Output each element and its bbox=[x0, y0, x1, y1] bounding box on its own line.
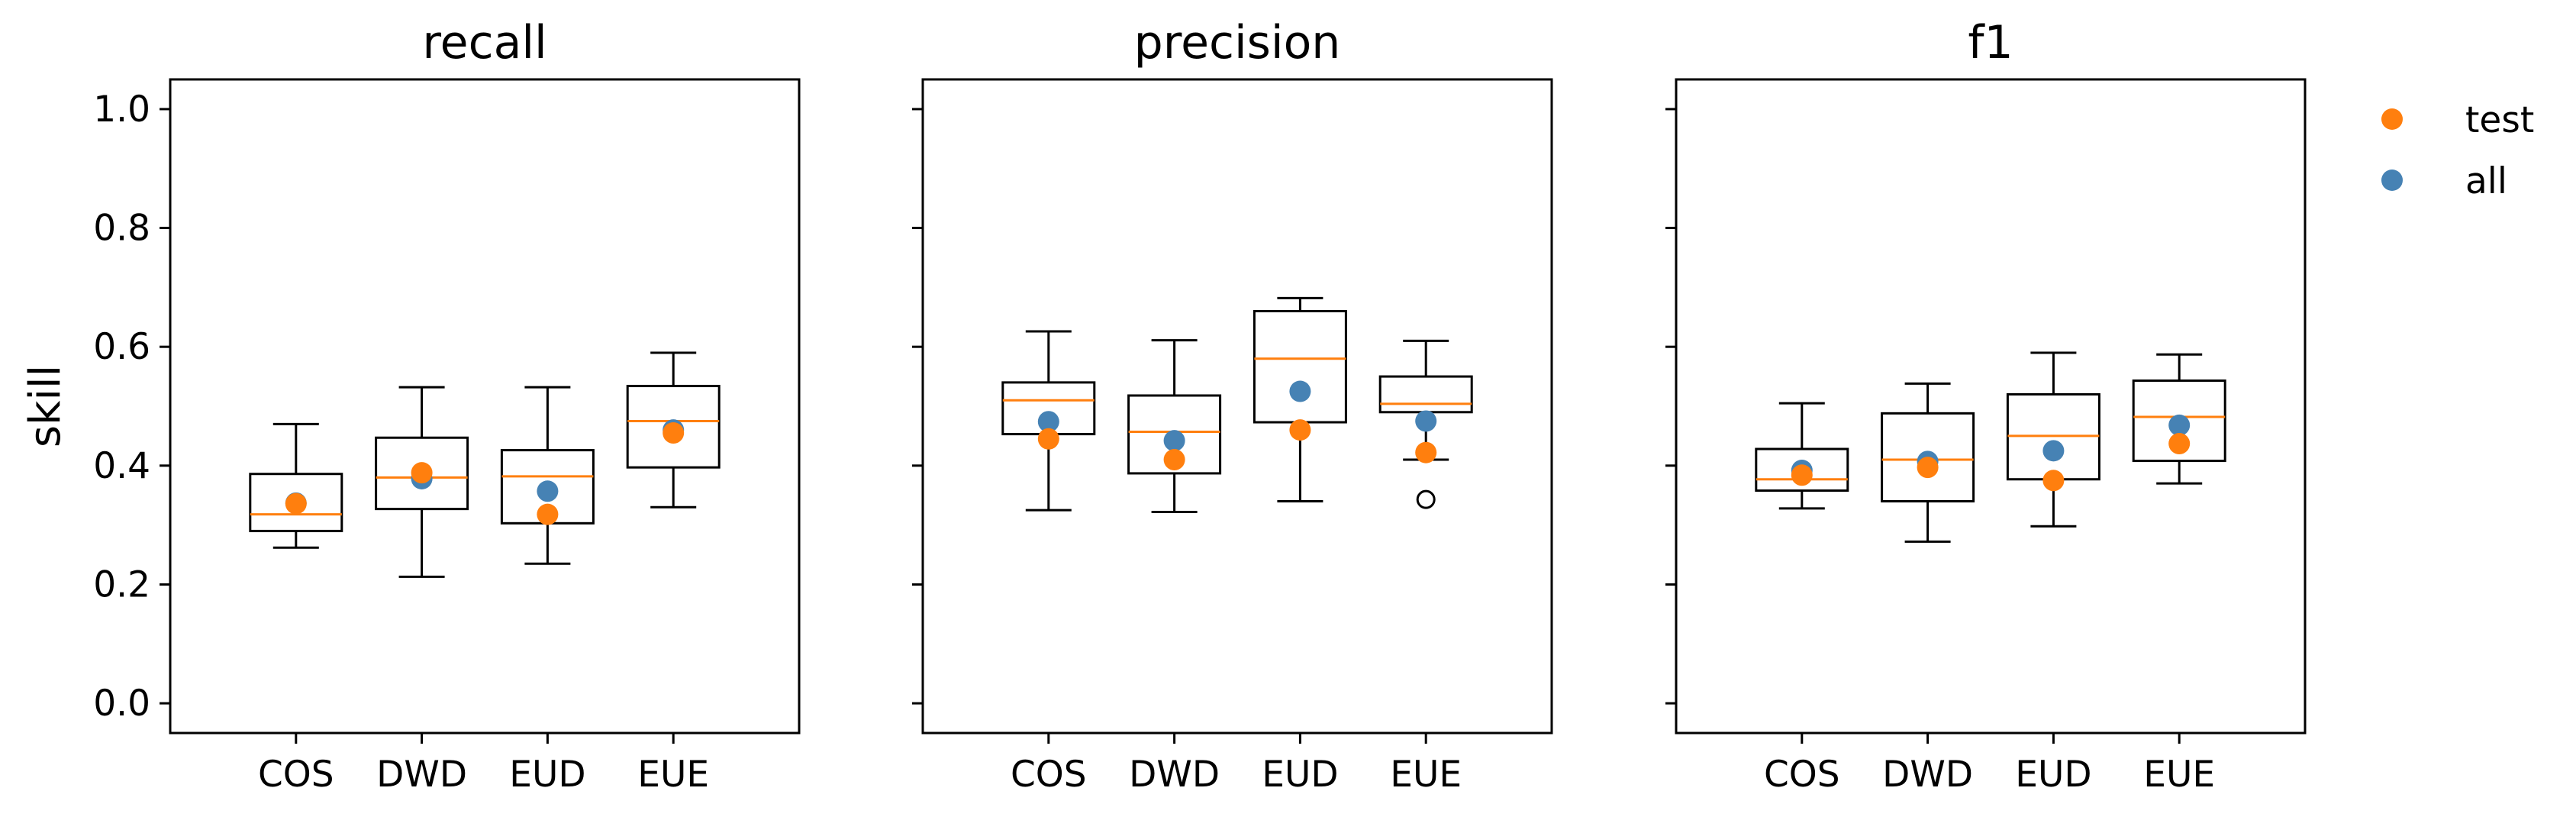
y-tick-label: 0.6 bbox=[93, 326, 150, 368]
panel-title: recall bbox=[422, 16, 546, 69]
plot-frame bbox=[1675, 78, 2307, 735]
panel-title: precision bbox=[1134, 16, 1341, 69]
panel-title: f1 bbox=[1968, 16, 2013, 69]
y-tick-label: 0.0 bbox=[93, 683, 150, 725]
point-all bbox=[2168, 414, 2191, 436]
box-iqr bbox=[1755, 447, 1849, 492]
point-test bbox=[411, 462, 433, 484]
y-tick-label: 0.8 bbox=[93, 208, 150, 250]
x-tick-label: DWD bbox=[376, 754, 467, 796]
point-all bbox=[1163, 430, 1185, 452]
y-tick-label: 1.0 bbox=[93, 89, 150, 131]
box-COS bbox=[1755, 402, 1849, 510]
x-tick-label: DWD bbox=[1882, 754, 1973, 796]
x-tick-label: COS bbox=[1011, 754, 1087, 796]
point-test bbox=[285, 492, 307, 515]
legend-label-all: all bbox=[2465, 160, 2507, 202]
point-all bbox=[1289, 380, 1311, 402]
point-all bbox=[1415, 410, 1437, 432]
box-iqr bbox=[375, 436, 469, 511]
y-axis-label: skill bbox=[21, 365, 70, 447]
legend-marker-test bbox=[2381, 108, 2403, 130]
box-iqr bbox=[1253, 309, 1347, 424]
plot-frame bbox=[921, 78, 1553, 735]
legend-marker-all bbox=[2381, 170, 2403, 191]
point-test bbox=[1415, 441, 1437, 463]
point-test bbox=[1163, 449, 1185, 471]
box-iqr bbox=[2132, 379, 2226, 463]
x-tick-label: EUD bbox=[1262, 754, 1338, 796]
box-EUD bbox=[2006, 351, 2100, 528]
box-iqr bbox=[249, 473, 343, 532]
x-tick-label: EUE bbox=[2143, 754, 2215, 796]
chart-panel-precision: precision COS DWD EUD EUE bbox=[912, 16, 1553, 796]
box-iqr bbox=[1378, 375, 1473, 414]
point-test bbox=[2168, 433, 2191, 455]
point-test bbox=[1289, 419, 1311, 441]
x-tick-label: COS bbox=[258, 754, 334, 796]
x-tick-label: COS bbox=[1764, 754, 1840, 796]
x-tick-label: EUD bbox=[2015, 754, 2091, 796]
chart-panel-recall: recall 0.0 0.2 0.4 0.6 0.8 1.0 skill COS DWD EUD EU… bbox=[21, 16, 801, 796]
chart-panel-f1: f1 COS DWD EUD EUE bbox=[1665, 16, 2307, 796]
box-DWD bbox=[375, 386, 469, 578]
y-tick-label: 0.2 bbox=[93, 564, 150, 605]
point-test bbox=[2042, 470, 2065, 492]
box-EUD bbox=[500, 386, 595, 565]
x-tick-label: EUE bbox=[637, 754, 709, 796]
x-tick-label: EUD bbox=[509, 754, 585, 796]
point-test bbox=[1037, 428, 1059, 450]
legend-label-test: test bbox=[2465, 99, 2534, 141]
legend: test all bbox=[2381, 99, 2534, 202]
point-test bbox=[663, 422, 685, 444]
point-test bbox=[1791, 464, 1813, 486]
outlier-point bbox=[1416, 489, 1436, 509]
box-DWD bbox=[1127, 339, 1222, 514]
plot-frame bbox=[169, 78, 801, 735]
point-test bbox=[1917, 457, 1939, 479]
box-DWD bbox=[1881, 382, 1975, 543]
x-tick-label: DWD bbox=[1129, 754, 1220, 796]
box-iqr bbox=[626, 385, 721, 469]
box-COS bbox=[249, 422, 343, 549]
x-tick-label: EUE bbox=[1390, 754, 1462, 796]
point-all bbox=[2042, 440, 2065, 462]
box-iqr bbox=[1881, 412, 1975, 503]
point-all bbox=[1037, 411, 1059, 433]
y-tick-label: 0.4 bbox=[93, 445, 150, 487]
point-all bbox=[537, 480, 559, 502]
box-iqr bbox=[1127, 394, 1222, 475]
point-test bbox=[537, 503, 559, 525]
